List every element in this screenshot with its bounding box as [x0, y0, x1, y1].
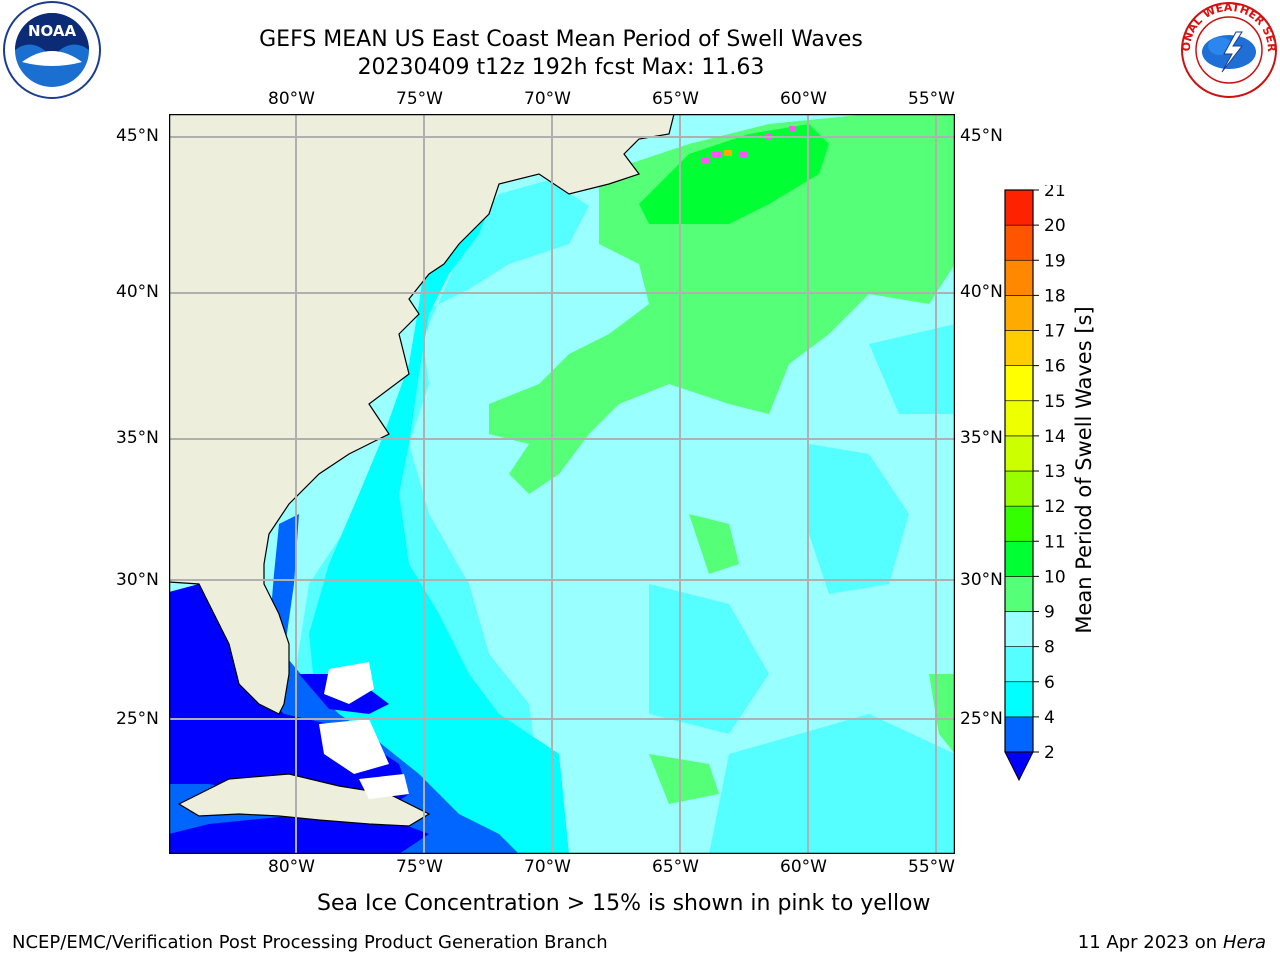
- colorbar-tick-label: 20: [1044, 216, 1066, 236]
- lat-label-right-45n: 45°N: [960, 126, 1003, 146]
- colorbar-bin-12: [1004, 295, 1034, 331]
- colorbar-tick-label: 13: [1044, 462, 1066, 482]
- colorbar-bin-7: [1004, 470, 1034, 507]
- colorbar-bin-5: [1004, 540, 1034, 577]
- lat-label-left-25n: 25°N: [116, 709, 159, 729]
- colorbar-tick-label: 6: [1044, 673, 1055, 693]
- colorbar-tick-label: 8: [1044, 638, 1055, 658]
- lat-label-left-30n: 30°N: [116, 570, 159, 590]
- colorbar-bin-0: [1004, 716, 1034, 753]
- contour-9-10s: [489, 114, 955, 494]
- colorbar-tick-label: 14: [1044, 427, 1066, 447]
- colorbar-tick-label: 17: [1044, 322, 1066, 342]
- colorbar-bin-15: [1004, 189, 1034, 226]
- colorbar-tick-label: 2: [1044, 743, 1055, 763]
- colorbar-bin-10: [1004, 365, 1034, 402]
- colorbar-tick-label: 15: [1044, 392, 1066, 412]
- lon-label-top-55w: 55°W: [908, 89, 955, 109]
- colorbar-bin-4: [1004, 576, 1034, 612]
- lon-label-bottom-55w: 55°W: [908, 857, 955, 877]
- lon-label-top-60w: 60°W: [780, 89, 827, 109]
- colorbar-bin-14: [1004, 224, 1034, 261]
- colorbar-tick-label: 12: [1044, 497, 1066, 517]
- lon-label-top-70w: 70°W: [524, 89, 571, 109]
- land-cuba: [177, 773, 431, 827]
- footer-host: Hera: [1222, 932, 1266, 953]
- colorbar: 2 4 6 8 9 10 11 12 13 14 15 16 17 18 19 20 21: [998, 181, 1088, 785]
- footer-credit: NCEP/EMC/Verification Post Processing Pr…: [12, 932, 608, 953]
- colorbar-bin-1: [1004, 681, 1034, 718]
- lat-label-left-35n: 35°N: [116, 428, 159, 448]
- colorbar-tick-label: 4: [1044, 708, 1055, 728]
- map-frame: [168, 113, 956, 855]
- noaa-logo-text: NOAA: [28, 22, 77, 40]
- lat-label-right-40n: 40°N: [960, 282, 1003, 302]
- footer-date-text: 11 Apr 2023 on: [1077, 932, 1223, 953]
- lon-label-bottom-70w: 70°W: [524, 857, 571, 877]
- colorbar-label: Mean Period of Swell Waves [s]: [1072, 306, 1096, 634]
- colorbar-tick-label: 19: [1044, 251, 1066, 271]
- sea-ice-caption: Sea Ice Concentration > 15% is shown in …: [317, 891, 931, 916]
- land-bahamas: [319, 662, 409, 799]
- colorbar-tick-label: 18: [1044, 286, 1066, 306]
- contour-6-8s-east: [649, 324, 955, 854]
- graticule: [169, 114, 955, 854]
- colorbar-tick-label: 10: [1044, 567, 1066, 587]
- colorbar-bin-11: [1004, 330, 1034, 366]
- contour-4-6s: [309, 154, 569, 854]
- lat-label-right-35n: 35°N: [960, 428, 1003, 448]
- colorbar-bin-3: [1004, 611, 1034, 647]
- colorbar-tick-label: 21: [1044, 185, 1066, 201]
- lon-label-bottom-75w: 75°W: [396, 857, 443, 877]
- colorbar-tick-label: 11: [1044, 532, 1066, 552]
- lon-label-bottom-60w: 60°W: [780, 857, 827, 877]
- lat-label-right-30n: 30°N: [960, 570, 1003, 590]
- lon-label-bottom-65w: 65°W: [652, 857, 699, 877]
- nws-logo: NATIONAL WEATHER SERVICE: [1173, 0, 1280, 100]
- footer-date: 11 Apr 2023 on Hera: [1078, 932, 1266, 953]
- lon-label-top-75w: 75°W: [396, 89, 443, 109]
- colorbar-extend-arrow: [1004, 751, 1034, 782]
- lat-label-right-25n: 25°N: [960, 709, 1003, 729]
- chart-subtitle: 20230409 t12z 192h fcst Max: 11.63: [357, 55, 765, 80]
- colorbar-bin-13: [1004, 259, 1034, 296]
- colorbar-bin-8: [1004, 435, 1034, 472]
- contour-10-11s: [639, 124, 829, 224]
- colorbar-bin-9: [1004, 400, 1034, 437]
- colorbar-tick-label: 9: [1044, 603, 1055, 623]
- colorbar-bin-6: [1004, 505, 1034, 542]
- lat-label-left-40n: 40°N: [116, 282, 159, 302]
- swell-period-map: [168, 113, 956, 855]
- lon-label-bottom-80w: 80°W: [268, 857, 315, 877]
- colorbar-tick-label: 16: [1044, 357, 1066, 377]
- noaa-logo: NOAA: [0, 0, 104, 100]
- lon-label-top-80w: 80°W: [268, 89, 315, 109]
- colorbar-bin-2: [1004, 646, 1034, 683]
- lon-label-top-65w: 65°W: [652, 89, 699, 109]
- lat-label-left-45n: 45°N: [116, 126, 159, 146]
- chart-title: GEFS MEAN US East Coast Mean Period of S…: [259, 27, 863, 52]
